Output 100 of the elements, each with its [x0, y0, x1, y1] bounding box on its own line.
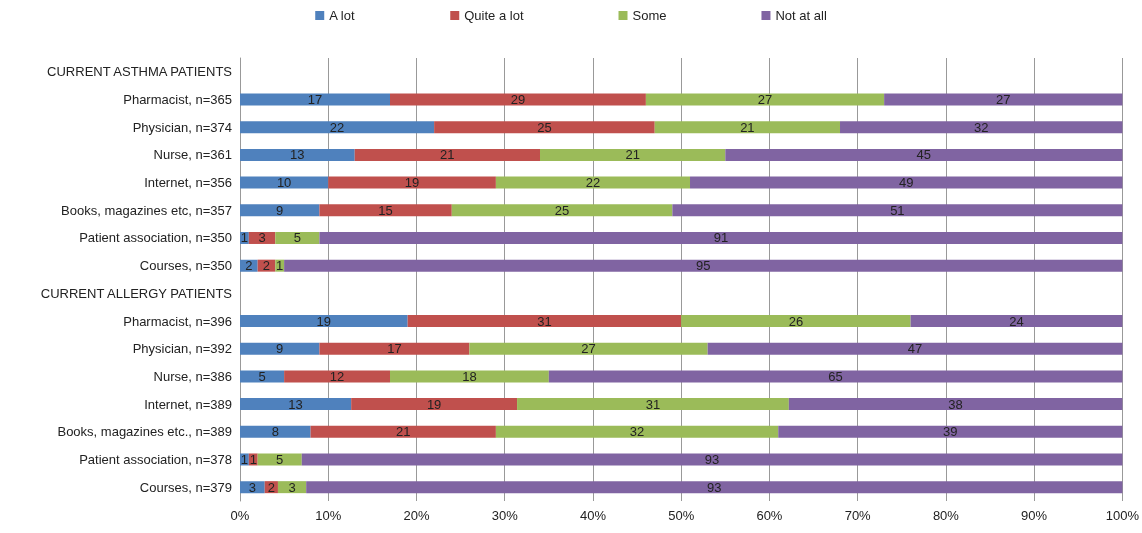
data-label: 3 — [288, 479, 296, 495]
data-label: 1 — [249, 451, 257, 467]
bar — [301, 453, 1123, 466]
bar — [540, 148, 726, 161]
data-label: 1 — [240, 451, 249, 467]
bar — [240, 121, 435, 134]
data-label: 9 — [276, 341, 284, 357]
bar — [495, 425, 779, 438]
data-label: 38 — [948, 396, 963, 412]
bar — [240, 204, 320, 217]
bar — [284, 259, 1123, 272]
x-tick-label: 10% — [315, 508, 342, 523]
data-label: 2 — [262, 258, 271, 274]
y-tick-label: Nurse, n=386 — [153, 368, 232, 384]
bar — [351, 398, 518, 411]
bar — [788, 398, 1123, 411]
data-label: 22 — [329, 119, 345, 135]
x-tick-label: 40% — [579, 508, 607, 523]
data-label: 1 — [276, 258, 284, 274]
bar — [306, 481, 1123, 494]
bar — [240, 398, 352, 411]
bar — [284, 370, 390, 383]
bar — [240, 315, 408, 328]
y-tick-label: Nurse, n=361 — [153, 147, 232, 163]
bar — [548, 370, 1123, 383]
legend-label: A lot — [329, 8, 355, 23]
data-label: 27 — [757, 92, 773, 108]
data-label: 47 — [907, 341, 923, 357]
bar — [654, 121, 841, 134]
x-tick-label: 70% — [844, 508, 872, 523]
data-label: 5 — [293, 230, 301, 246]
data-label: 21 — [440, 147, 455, 163]
bar — [495, 176, 691, 189]
bar — [390, 93, 646, 106]
bar — [645, 93, 885, 106]
bar — [451, 204, 673, 217]
data-label: 29 — [510, 92, 526, 108]
bar — [469, 342, 708, 355]
data-label: 22 — [585, 175, 601, 191]
data-label: 19 — [404, 175, 420, 191]
data-label: 27 — [581, 341, 596, 357]
data-label: 5 — [258, 368, 266, 384]
data-label: 24 — [1009, 313, 1024, 329]
data-label: 1 — [240, 230, 249, 246]
bar — [390, 370, 549, 383]
data-label: 19 — [426, 396, 442, 412]
bar — [328, 176, 496, 189]
bar — [240, 148, 355, 161]
data-label: 5 — [276, 451, 284, 467]
x-tick-label: 60% — [756, 508, 783, 523]
y-tick-label: Pharmacist, n=365 — [123, 92, 232, 108]
y-tick-label: Physician, n=374 — [132, 119, 232, 135]
data-label: 32 — [973, 119, 989, 135]
data-label: 18 — [462, 368, 477, 384]
y-tick-label: Patient association, n=350 — [79, 230, 232, 246]
bar — [884, 93, 1123, 106]
bar — [778, 425, 1123, 438]
bar — [240, 176, 329, 189]
bar — [725, 148, 1123, 161]
data-label: 9 — [276, 202, 284, 218]
bar — [690, 176, 1123, 189]
data-label: 2 — [245, 258, 253, 274]
bar — [672, 204, 1123, 217]
data-label: 91 — [713, 230, 729, 246]
data-label: 25 — [554, 202, 570, 218]
data-label: 93 — [707, 479, 722, 495]
y-tick-label: Books, magazines etc., n=389 — [57, 424, 232, 440]
bar — [517, 398, 789, 411]
data-label: 45 — [916, 147, 932, 163]
data-label: 26 — [788, 313, 804, 329]
data-label: 2 — [267, 479, 275, 495]
data-label: 21 — [396, 424, 411, 440]
data-label: 31 — [537, 313, 552, 329]
x-tick-label: 100% — [1105, 508, 1140, 523]
bar — [707, 342, 1123, 355]
bar — [257, 453, 302, 466]
bar — [240, 93, 390, 106]
data-label: 51 — [890, 202, 905, 218]
data-label: 49 — [898, 175, 914, 191]
y-tick-label: CURRENT ASTHMA PATIENTS — [47, 64, 233, 80]
bar — [840, 121, 1123, 134]
bar — [354, 148, 541, 161]
data-label: 25 — [537, 119, 552, 135]
data-label: 31 — [645, 396, 661, 412]
y-tick-label: Pharmacist, n=396 — [123, 313, 232, 329]
data-label: 15 — [378, 202, 393, 218]
data-label: 39 — [943, 424, 958, 440]
data-label: 65 — [828, 368, 843, 384]
x-tick-label: 0% — [230, 508, 250, 523]
data-label: 27 — [996, 92, 1011, 108]
bar — [319, 204, 452, 217]
x-tick-label: 80% — [932, 508, 960, 523]
data-label: 10 — [276, 175, 292, 191]
y-tick-label: Patient association, n=378 — [79, 451, 232, 467]
legend-label: Some — [632, 8, 667, 23]
bar — [319, 231, 1123, 244]
data-label: 8 — [271, 424, 279, 440]
x-tick-label: 90% — [1021, 508, 1048, 523]
x-tick-label: 20% — [403, 508, 430, 523]
bar — [275, 231, 320, 244]
